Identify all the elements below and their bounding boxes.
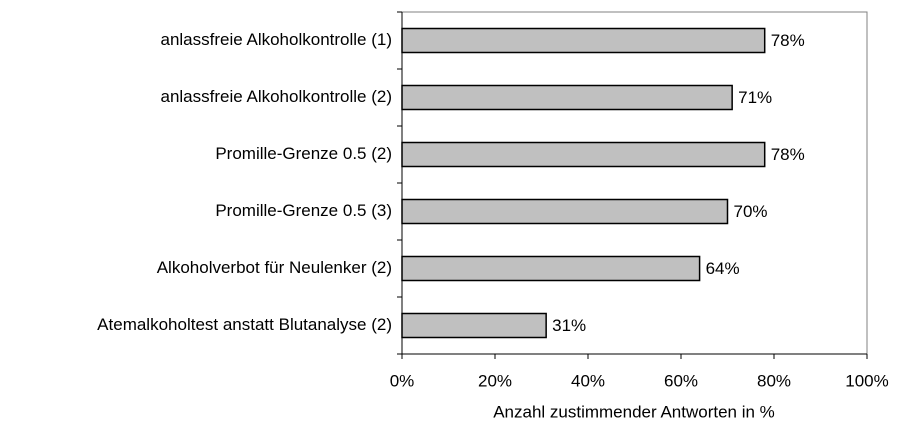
- x-axis-label: Anzahl zustimmender Antworten in %: [493, 402, 775, 421]
- x-tick-label: 80%: [757, 371, 791, 390]
- x-tick-label: 100%: [845, 371, 888, 390]
- value-label: 70%: [734, 202, 768, 221]
- x-tick-label: 0%: [390, 371, 415, 390]
- value-label: 78%: [771, 31, 805, 50]
- y-tick-label: Atemalkoholtest anstatt Blutanalyse (2): [97, 315, 392, 334]
- bar: [401, 312, 547, 339]
- value-label: 71%: [738, 88, 772, 107]
- y-tick-label: Alkoholverbot für Neulenker (2): [157, 258, 392, 277]
- value-label: 78%: [771, 145, 805, 164]
- bar: [401, 84, 733, 111]
- x-tick-label: 60%: [664, 371, 698, 390]
- y-tick-label: Promille-Grenze 0.5 (3): [215, 201, 392, 220]
- plot-frame: [401, 11, 868, 355]
- y-tick-label: Promille-Grenze 0.5 (2): [215, 144, 392, 163]
- y-tick-label: anlassfreie Alkoholkontrolle (1): [160, 30, 392, 49]
- value-label: 64%: [706, 259, 740, 278]
- y-tick-label: anlassfreie Alkoholkontrolle (2): [160, 87, 392, 106]
- bar: [401, 255, 701, 282]
- bar: [401, 198, 729, 225]
- x-tick-label: 20%: [478, 371, 512, 390]
- bar: [401, 141, 766, 168]
- value-label: 31%: [552, 316, 586, 335]
- bar: [401, 27, 766, 54]
- x-tick-label: 40%: [571, 371, 605, 390]
